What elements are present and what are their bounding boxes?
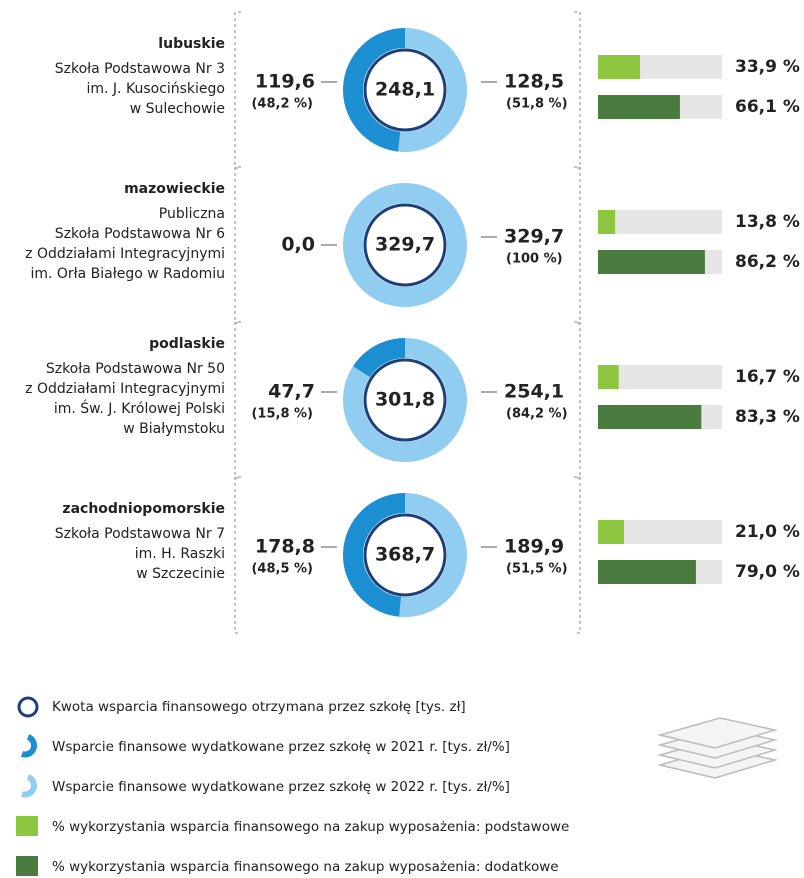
- ring-2022: [398, 28, 467, 152]
- school-name: im. H. Raszki: [135, 546, 225, 562]
- total-circle: [363, 513, 447, 597]
- legend-text: Wsparcie finansowe wydatkowane przez szk…: [52, 739, 510, 755]
- total-value: 329,7: [375, 234, 435, 256]
- region: podlaskie: [149, 336, 225, 352]
- pct-extra: 83,3 %: [735, 407, 800, 427]
- legend-icon-2022: [21, 774, 37, 798]
- pct-basic: 33,9 %: [735, 57, 800, 77]
- legend-icon-extra: [16, 856, 38, 876]
- legend-text: % wykorzystania wsparcia finansowego na …: [52, 819, 569, 835]
- pct-basic: 16,7 %: [735, 367, 800, 387]
- bracket: [574, 11, 581, 169]
- ring-2021: [343, 28, 406, 152]
- bar-extra: [598, 405, 702, 429]
- total-circle: [363, 48, 447, 132]
- total-value: 301,8: [375, 389, 435, 411]
- share-2021: (48,2 %): [251, 97, 313, 112]
- ring-2022: [343, 183, 467, 307]
- school-name: w Sulechowie: [130, 101, 225, 117]
- ring-2021: [353, 338, 406, 378]
- school-name: Szkoła Podstawowa Nr 3: [55, 61, 225, 77]
- value-2022: 189,9: [504, 536, 564, 558]
- region: zachodniopomorskie: [62, 501, 225, 517]
- ring-2022: [399, 493, 467, 617]
- bracket: [574, 476, 581, 634]
- bracket: [234, 476, 241, 634]
- share-2022: (84,2 %): [506, 407, 568, 422]
- legend-text: Kwota wsparcia finansowego otrzymana prz…: [52, 699, 466, 715]
- legend-icon-total: [17, 696, 39, 718]
- bar-basic: [598, 365, 619, 389]
- share-2022: (51,5 %): [506, 562, 568, 577]
- value-2021: 119,6: [255, 71, 315, 93]
- region: lubuskie: [158, 36, 225, 52]
- ring-2022: [343, 338, 467, 462]
- total-circle: [363, 358, 447, 442]
- school-name: w Szczecinie: [136, 566, 225, 582]
- school-name: im. Św. J. Królowej Polski: [54, 399, 225, 417]
- school-name: Publiczna: [159, 206, 225, 222]
- school-name: Szkoła Podstawowa Nr 50: [46, 361, 225, 377]
- school-name: im. Orła Białego w Radomiu: [30, 266, 225, 282]
- school-name: Szkoła Podstawowa Nr 6: [55, 226, 225, 242]
- bar-extra: [598, 560, 696, 584]
- money-icon: [657, 717, 778, 779]
- value-2021: 47,7: [268, 381, 315, 403]
- value-2021: 178,8: [255, 536, 315, 558]
- bar-extra: [598, 250, 705, 274]
- total-value: 248,1: [375, 79, 435, 101]
- pct-extra: 86,2 %: [735, 252, 800, 272]
- legend-text: Wsparcie finansowe wydatkowane przez szk…: [52, 779, 510, 795]
- value-2021: 0,0: [281, 234, 315, 256]
- share-2022: (100 %): [506, 252, 563, 267]
- school-name: Szkoła Podstawowa Nr 7: [55, 526, 225, 542]
- total-circle: [363, 203, 447, 287]
- ring-2021: [343, 493, 406, 617]
- value-2022: 128,5: [504, 71, 564, 93]
- legend-icons: [16, 696, 39, 876]
- pct-extra: 66,1 %: [735, 97, 800, 117]
- bar-basic: [598, 55, 641, 79]
- bracket: [234, 11, 241, 169]
- share-2021: (15,8 %): [251, 407, 313, 422]
- bar-extra: [598, 95, 680, 119]
- pct-basic: 13,8 %: [735, 212, 800, 232]
- school-name: w Białymstoku: [123, 421, 225, 437]
- school-name: z Oddziałami Integracyjnymi: [25, 381, 225, 397]
- pct-basic: 21,0 %: [735, 522, 800, 542]
- bar-basic: [598, 520, 625, 544]
- legend-text: % wykorzystania wsparcia finansowego na …: [52, 859, 559, 875]
- share-2022: (51,8 %): [506, 97, 568, 112]
- share-2021: (48,5 %): [251, 562, 313, 577]
- bar-track: [598, 210, 722, 234]
- bracket: [234, 166, 241, 324]
- school-name: z Oddziałami Integracyjnymi: [25, 246, 225, 262]
- legend-icon-2021: [21, 734, 37, 758]
- bracket: [234, 321, 241, 479]
- pct-extra: 79,0 %: [735, 562, 800, 582]
- bar-basic: [598, 210, 616, 234]
- value-2022: 254,1: [504, 381, 564, 403]
- bracket: [574, 166, 581, 324]
- total-value: 368,7: [375, 544, 435, 566]
- bracket: [574, 321, 581, 479]
- value-2022: 329,7: [504, 226, 564, 248]
- school-name: im. J. Kusocińskiego: [87, 81, 226, 97]
- region: mazowieckie: [124, 181, 225, 197]
- legend-icon-basic: [16, 816, 38, 836]
